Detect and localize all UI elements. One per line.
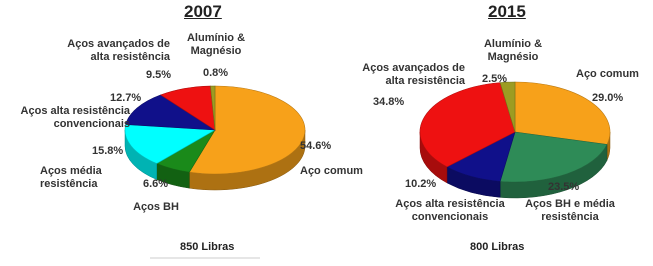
- slice-label: Aços BH: [133, 201, 179, 213]
- chart-footer: 850 Libras: [180, 241, 235, 253]
- slice-label: Aços média resistência: [40, 165, 102, 190]
- value-label: 6.6%: [143, 178, 169, 190]
- chart-footer: 800 Libras: [470, 241, 525, 253]
- slice-label: Aços alta resistência convencionais: [20, 105, 130, 130]
- value-label: 0.8%: [203, 67, 229, 79]
- slice-label: Aços avançados de alta resistência: [362, 62, 465, 87]
- slice-label: Alumínio & Magnésio: [483, 38, 543, 63]
- value-label: 9.5%: [146, 69, 172, 81]
- value-label: 29.0%: [592, 92, 624, 104]
- slice-label: Aço comum: [300, 165, 363, 177]
- slice-label: Aços BH e média resistência: [525, 198, 615, 223]
- pie-slice: [210, 85, 216, 131]
- pie-slice: [499, 81, 516, 133]
- value-label: 54.6%: [300, 140, 332, 152]
- value-label: 34.8%: [373, 96, 405, 108]
- pie-slice: [124, 124, 217, 164]
- pie-slice: [419, 82, 516, 168]
- chart-title: 2007: [184, 2, 222, 21]
- value-label: 12.7%: [110, 92, 142, 104]
- pie-slice: [188, 85, 306, 175]
- value-label: 2.5%: [482, 73, 508, 85]
- slice-label: Alumínio & Magnésio: [186, 32, 246, 57]
- slice-label: Aço comum: [576, 68, 639, 80]
- pie-slice: [125, 94, 217, 131]
- pie-slice: [499, 131, 608, 183]
- pie-slice: [514, 81, 611, 145]
- chart-title: 2015: [488, 2, 526, 21]
- value-label: 23.5%: [548, 181, 580, 193]
- slice-label: Aços alta resistência convencionais: [395, 198, 505, 223]
- slice-label: Aços avançados de alta resistência: [67, 38, 170, 63]
- value-label: 15.8%: [92, 145, 124, 157]
- value-label: 10.2%: [405, 178, 437, 190]
